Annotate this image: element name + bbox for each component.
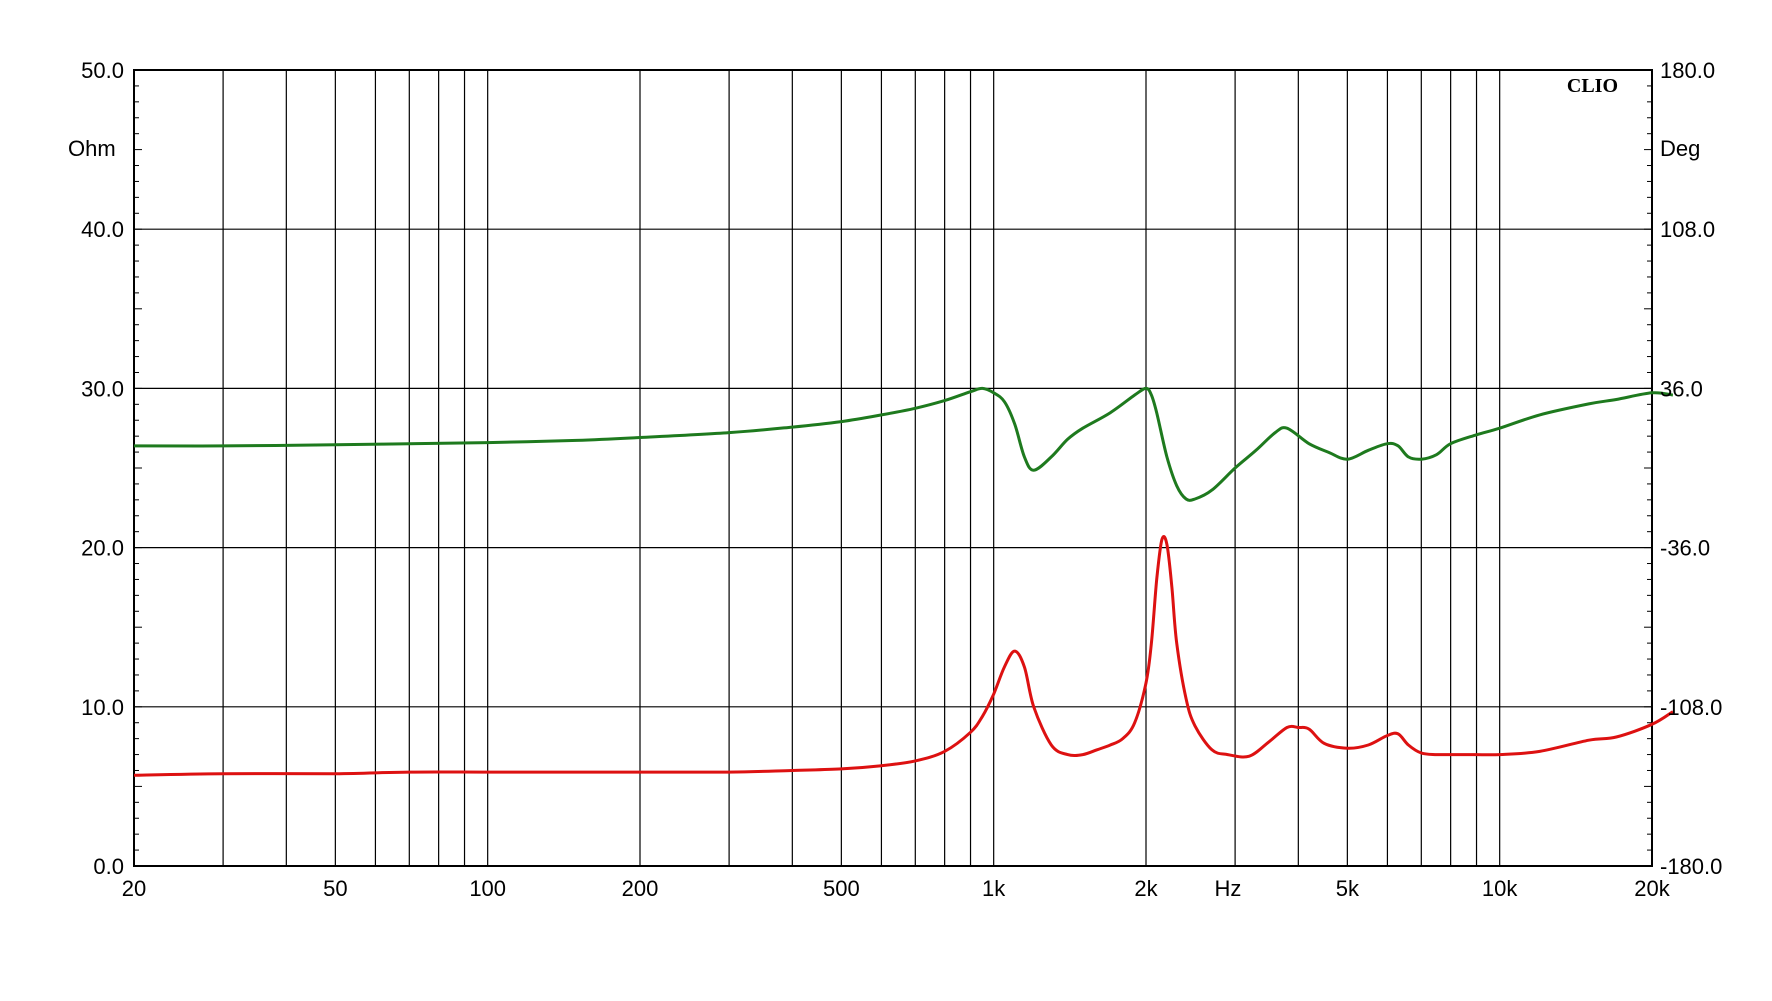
left-y-tick-label: 40.0 — [81, 217, 124, 242]
left-y-tick-label: 20.0 — [81, 536, 124, 561]
x-axis-unit: Hz — [1215, 876, 1242, 901]
x-tick-label: 2k — [1134, 876, 1158, 901]
major-grid — [134, 228, 1652, 708]
phase-curve — [133, 386, 1674, 502]
x-tick-label: 20k — [1634, 876, 1670, 901]
left-axis-tick-labels: 0.0 10.0 20.0 30.0 40.0 50.0 — [81, 58, 124, 879]
left-axis-unit: Ohm — [68, 136, 116, 161]
x-axis-tick-labels: 20 50 100 200 500 1k 2k 5k 10k 20k — [122, 876, 1671, 901]
series-layer — [133, 386, 1674, 777]
left-y-tick-label: 10.0 — [81, 695, 124, 720]
x-tick-label: 5k — [1336, 876, 1360, 901]
right-y-tick-label: -180.0 — [1660, 854, 1722, 879]
x-tick-label: 20 — [122, 876, 146, 901]
plot-frame — [133, 69, 1653, 867]
impedance-curve — [133, 534, 1674, 777]
x-tick-label: 50 — [323, 876, 347, 901]
x-tick-label: 10k — [1482, 876, 1518, 901]
right-axis-minor-ticks — [1644, 85, 1652, 851]
right-axis-unit: Deg — [1660, 136, 1700, 161]
right-axis-tick-labels: -180.0 -108.0 -36.0 36.0 108.0 180.0 — [1660, 58, 1722, 879]
right-y-tick-label: -36.0 — [1660, 536, 1710, 561]
left-axis-minor-ticks — [134, 85, 142, 851]
right-y-tick-label: 36.0 — [1660, 376, 1703, 401]
left-y-tick-label: 30.0 — [81, 376, 124, 401]
clio-logo: CLIO — [1567, 75, 1618, 97]
right-y-tick-label: -108.0 — [1660, 695, 1722, 720]
left-y-tick-label: 50.0 — [81, 58, 124, 83]
right-y-tick-label: 180.0 — [1660, 58, 1715, 83]
x-tick-label: 200 — [622, 876, 659, 901]
left-y-tick-label: 0.0 — [93, 854, 124, 879]
minor-grid — [222, 70, 1501, 866]
x-tick-label: 100 — [469, 876, 506, 901]
right-y-tick-label: 108.0 — [1660, 217, 1715, 242]
x-tick-label: 500 — [823, 876, 860, 901]
x-tick-label: 1k — [982, 876, 1006, 901]
